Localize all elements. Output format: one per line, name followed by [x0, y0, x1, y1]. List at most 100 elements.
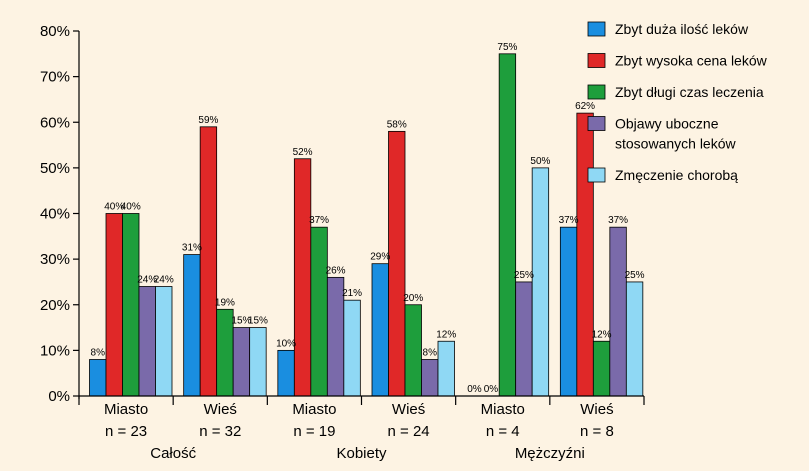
group-label: Całość [150, 445, 196, 462]
data-label: 15% [231, 316, 251, 327]
group-label: Kobiety [336, 445, 387, 462]
data-label: 52% [293, 147, 313, 158]
bar [371, 263, 389, 397]
y-tick-label: 40% [40, 206, 70, 223]
category-label: Wieś [580, 401, 613, 418]
y-tick-label: 80% [40, 23, 70, 40]
bar [498, 53, 517, 397]
bar [592, 340, 611, 397]
category-count: n = 24 [388, 423, 430, 440]
legend-label: Zbyt wysoka cena leków [615, 53, 768, 69]
data-label: 26% [326, 265, 346, 276]
x-axis: Miasto n = 23 Wieś n = 32 Miasto n = 19 Wieś n … [78, 395, 645, 462]
data-label: 40% [104, 202, 124, 213]
bars [89, 53, 644, 397]
bar [515, 281, 533, 397]
category-label: Miasto [481, 401, 525, 418]
data-label: 12% [592, 329, 612, 340]
legend-item: Zbyt długi czas leczenia [587, 84, 764, 100]
legend-swatch [587, 116, 606, 131]
data-label: 58% [387, 119, 407, 130]
data-label: 24% [154, 275, 174, 286]
category-count: n = 19 [293, 423, 335, 440]
data-label: 12% [436, 329, 456, 340]
data-label: 37% [309, 215, 329, 226]
group-label: Mężczyźni [515, 445, 585, 462]
category-label: Miasto [104, 401, 148, 418]
legend-swatch [587, 167, 606, 183]
bar [155, 286, 173, 397]
bar [105, 213, 123, 397]
bar [343, 299, 361, 397]
legend-swatch [587, 21, 606, 37]
y-tick-label: 10% [40, 342, 70, 359]
data-label: 37% [608, 215, 628, 226]
bar [609, 226, 627, 397]
bar [277, 349, 295, 397]
category-label: Miasto [292, 401, 336, 418]
y-tick-label: 70% [40, 69, 70, 86]
bar [138, 286, 156, 397]
data-label: 59% [198, 115, 218, 126]
data-label: 8% [91, 348, 106, 359]
legend-label: Objawy uboczne [615, 116, 719, 132]
data-label: 0% [467, 384, 482, 395]
data-label: 37% [559, 215, 579, 226]
legend-label: Zmęczenie chorobą [615, 167, 738, 183]
legend-item: Objawy uboczne stosowanych leków [587, 116, 737, 152]
data-label: 19% [215, 297, 235, 308]
bar [293, 158, 312, 397]
y-tick-label: 50% [40, 160, 70, 177]
y-tick-label: 20% [40, 297, 70, 314]
data-labels: 8% 40%40% 24%24% 31% 59% 19% 15%15% 10% 52% 37% 26… [91, 42, 645, 395]
bar [559, 226, 578, 397]
bar [404, 304, 422, 397]
category-count: n = 23 [105, 423, 147, 440]
bar [388, 130, 406, 397]
legend-swatch [587, 53, 606, 68]
data-label: 75% [497, 42, 517, 53]
data-label: 62% [575, 101, 595, 112]
y-tick-label: 60% [40, 114, 70, 131]
legend-swatch [587, 84, 606, 100]
bar [89, 359, 107, 397]
y-axis: 0% 10% 20% 30% 40% 50% 60% 70% 80% [40, 23, 80, 405]
data-label: 40% [121, 202, 141, 213]
data-label: 50% [530, 156, 550, 167]
legend-label: stosowanych leków [615, 136, 737, 152]
bar [421, 359, 439, 397]
legend: Zbyt duża ilość leków Zbyt wysoka cena le… [587, 21, 768, 183]
data-label: 15% [248, 316, 268, 327]
legend-item: Zbyt wysoka cena leków [587, 53, 768, 69]
y-tick-label: 30% [40, 251, 70, 268]
bar [531, 167, 550, 397]
bar [199, 126, 218, 397]
data-label: 24% [137, 275, 157, 286]
bar [183, 254, 201, 397]
bar [625, 281, 644, 397]
bar [437, 340, 455, 397]
legend-item: Zbyt duża ilość leków [587, 21, 749, 37]
data-label: 29% [370, 252, 390, 263]
data-label: 20% [403, 293, 423, 304]
data-label: 0% [484, 384, 499, 395]
legend-label: Zbyt duża ilość leków [615, 21, 749, 37]
category-count: n = 32 [199, 423, 241, 440]
category-label: Wieś [204, 401, 237, 418]
category-count: n = 4 [486, 423, 520, 440]
bar [249, 327, 267, 397]
y-tick-label: 0% [48, 388, 70, 405]
legend-label: Zbyt długi czas leczenia [615, 84, 764, 100]
data-label: 21% [342, 288, 362, 299]
category-count: n = 8 [580, 423, 614, 440]
category-label: Wieś [392, 401, 425, 418]
data-label: 25% [625, 270, 645, 281]
data-label: 10% [276, 338, 296, 349]
bar [122, 213, 140, 397]
bar [232, 327, 251, 397]
data-label: 8% [423, 348, 438, 359]
legend-item: Zmęczenie chorobą [587, 167, 738, 183]
bar [576, 112, 594, 397]
data-label: 25% [514, 270, 534, 281]
